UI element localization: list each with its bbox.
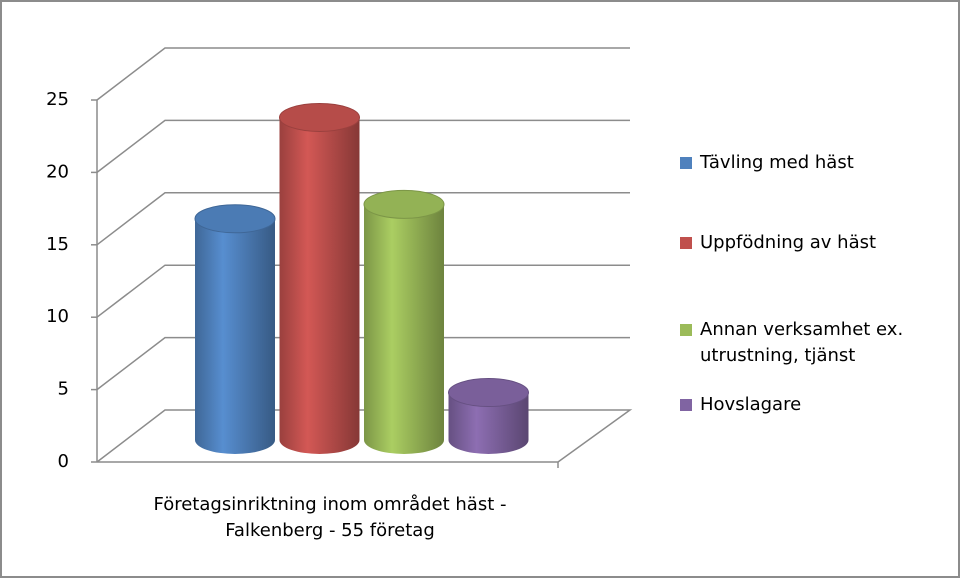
legend-swatch: [680, 399, 692, 411]
y-tick-label: 20: [46, 161, 69, 182]
legend-label: Hovslagare: [700, 394, 802, 415]
bar-top: [448, 378, 529, 408]
y-tick-label: 25: [46, 89, 69, 110]
y-tick-label: 15: [46, 234, 69, 255]
y-tick-label: 0: [58, 451, 69, 472]
legend-swatch: [680, 157, 692, 169]
y-tick-label: 5: [58, 379, 69, 400]
legend-label: Annan verksamhet ex. utrustning, tjänst: [700, 319, 904, 366]
legend-swatch: [680, 324, 692, 336]
grid-line: [96, 264, 630, 318]
bar: [448, 392, 529, 455]
legend-swatch: [680, 237, 692, 249]
legend-label: Tävling med häst: [700, 152, 854, 173]
grid-line: [96, 47, 630, 101]
bar-top: [279, 102, 360, 132]
bar-top: [194, 204, 276, 234]
grid-line: [96, 192, 630, 246]
bar: [279, 117, 360, 455]
y-tick-label: 10: [46, 306, 69, 327]
bar: [364, 204, 444, 454]
legend-label: Uppfödning av häst: [700, 232, 877, 253]
grid-line: [96, 119, 630, 173]
bar: [195, 218, 275, 454]
bar-top: [363, 189, 445, 219]
x-category-label: Företagsinriktning inom området häst - F…: [153, 494, 507, 541]
grid-line: [96, 336, 630, 391]
floor: [96, 409, 633, 463]
